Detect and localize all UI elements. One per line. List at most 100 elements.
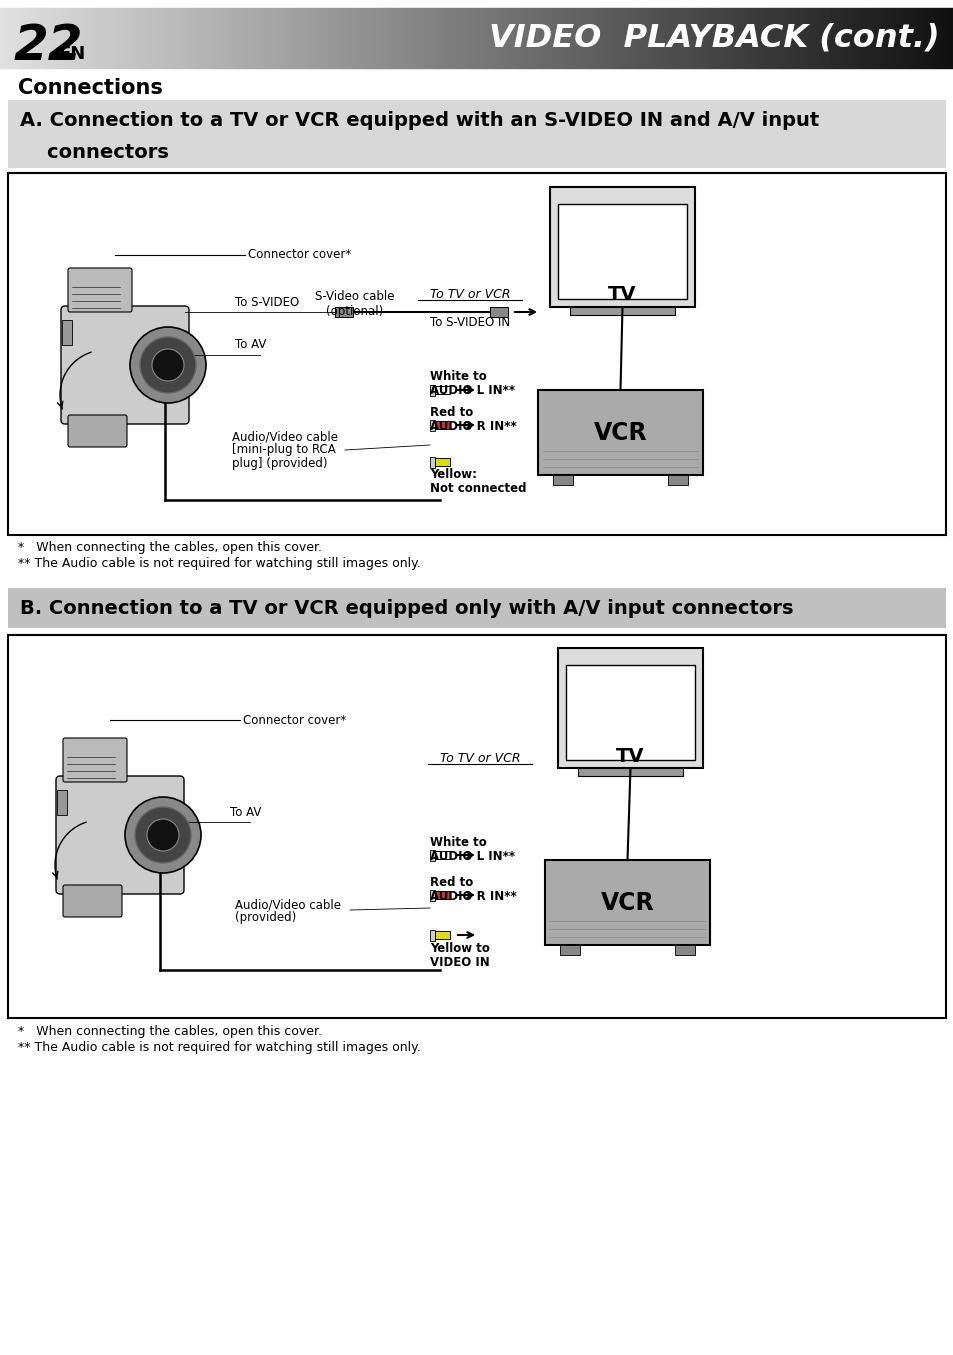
Bar — [843, 8, 848, 68]
Bar — [253, 8, 257, 68]
Bar — [610, 8, 615, 68]
Bar — [243, 8, 248, 68]
Bar — [629, 8, 634, 68]
Text: Not connected: Not connected — [430, 482, 526, 496]
Text: *   When connecting the cables, open this cover.: * When connecting the cables, open this … — [18, 1026, 322, 1038]
Bar — [224, 8, 229, 68]
Bar — [472, 8, 476, 68]
Bar — [558, 205, 686, 299]
Bar — [81, 8, 86, 68]
Bar — [882, 8, 886, 68]
Bar — [376, 8, 381, 68]
Bar — [934, 8, 939, 68]
Bar — [329, 8, 334, 68]
Bar — [435, 421, 450, 430]
Bar — [5, 8, 10, 68]
Bar — [176, 8, 181, 68]
Bar — [505, 8, 510, 68]
Bar — [762, 8, 767, 68]
Bar — [8, 588, 945, 627]
FancyBboxPatch shape — [61, 306, 189, 424]
Bar — [233, 8, 238, 68]
Text: To TV or VCR: To TV or VCR — [429, 287, 510, 301]
Text: White to: White to — [430, 836, 486, 848]
Text: Connector cover*: Connector cover* — [243, 714, 346, 726]
Bar — [267, 8, 272, 68]
Bar — [214, 8, 219, 68]
Bar — [430, 890, 435, 901]
Bar — [430, 850, 435, 860]
Bar — [801, 8, 805, 68]
Bar — [95, 8, 100, 68]
Bar — [734, 8, 739, 68]
Text: Audio/Video cable: Audio/Video cable — [232, 431, 337, 443]
Bar — [138, 8, 143, 68]
Text: Red to: Red to — [430, 875, 473, 889]
Bar — [600, 8, 605, 68]
Text: [mini-plug to RCA: [mini-plug to RCA — [232, 443, 335, 457]
Text: AUDIO L IN**: AUDIO L IN** — [430, 850, 515, 863]
Bar — [658, 8, 662, 68]
Bar — [229, 8, 233, 68]
Text: VCR: VCR — [593, 420, 647, 444]
Bar — [286, 8, 291, 68]
Bar — [310, 8, 314, 68]
Bar — [272, 8, 276, 68]
FancyBboxPatch shape — [68, 268, 132, 312]
Bar — [124, 8, 129, 68]
Text: Red to: Red to — [430, 405, 473, 419]
Bar — [848, 8, 853, 68]
Bar — [448, 8, 453, 68]
Bar — [686, 8, 691, 68]
Bar — [550, 187, 695, 308]
Bar — [114, 8, 119, 68]
Bar — [491, 8, 496, 68]
Bar — [724, 8, 729, 68]
Bar — [148, 8, 152, 68]
Bar — [834, 8, 839, 68]
Bar — [781, 8, 786, 68]
Bar — [515, 8, 519, 68]
Circle shape — [140, 337, 195, 393]
Text: ** The Audio cable is not required for watching still images only.: ** The Audio cable is not required for w… — [18, 557, 420, 569]
Bar — [300, 8, 305, 68]
Bar — [219, 8, 224, 68]
Bar — [748, 8, 753, 68]
Bar — [920, 8, 924, 68]
Text: plug] (provided): plug] (provided) — [232, 457, 327, 469]
Bar — [186, 8, 191, 68]
Bar — [529, 8, 534, 68]
Bar — [10, 8, 14, 68]
Bar — [248, 8, 253, 68]
Text: AUDIO R IN**: AUDIO R IN** — [430, 420, 517, 432]
Circle shape — [125, 797, 201, 873]
Bar — [457, 8, 462, 68]
Bar — [52, 8, 57, 68]
Bar — [543, 8, 548, 68]
Bar — [490, 308, 507, 317]
Bar — [467, 8, 472, 68]
Bar — [519, 8, 524, 68]
Text: A. Connection to a TV or VCR equipped with an S-VIDEO IN and A/V input: A. Connection to a TV or VCR equipped wi… — [20, 111, 819, 130]
Bar — [71, 8, 76, 68]
Bar — [591, 8, 596, 68]
Text: To TV or VCR: To TV or VCR — [439, 752, 519, 764]
FancyBboxPatch shape — [68, 415, 127, 447]
Bar — [405, 8, 410, 68]
Bar — [639, 8, 643, 68]
Text: connectors: connectors — [20, 142, 169, 161]
Bar — [715, 8, 720, 68]
Bar — [905, 8, 910, 68]
Bar — [110, 8, 114, 68]
Text: 22: 22 — [14, 22, 84, 70]
Bar — [57, 8, 62, 68]
Text: *   When connecting the cables, open this cover.: * When connecting the cables, open this … — [18, 542, 322, 554]
Text: S-Video cable: S-Video cable — [314, 290, 395, 304]
Bar — [777, 8, 781, 68]
Bar — [862, 8, 867, 68]
FancyBboxPatch shape — [63, 738, 127, 782]
Bar — [129, 8, 133, 68]
Bar — [829, 8, 834, 68]
Bar — [105, 8, 110, 68]
Bar — [48, 8, 52, 68]
